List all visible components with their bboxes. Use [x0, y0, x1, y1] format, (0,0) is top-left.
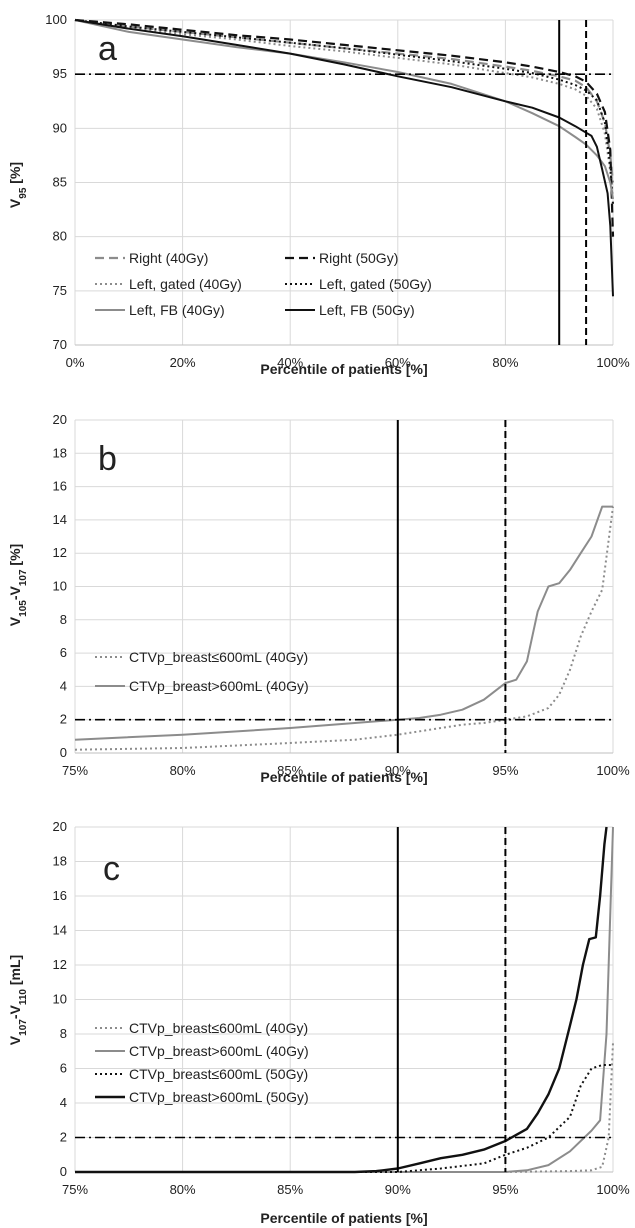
x-tick-label: 95%	[492, 1182, 518, 1197]
y-axis-label-part: -V	[7, 1005, 23, 1020]
legend-label: Left, gated (40Gy)	[129, 276, 242, 292]
x-tick-label: 80%	[170, 763, 196, 778]
y-tick-label: 4	[60, 1095, 67, 1110]
series-line-2	[74, 18, 615, 237]
legend-label: CTVp_breast>600mL (40Gy)	[129, 678, 309, 694]
x-tick-label: 100%	[596, 763, 630, 778]
x-tick-label: 90%	[385, 1182, 411, 1197]
series-line-1	[74, 18, 615, 183]
y-tick-label: 10	[53, 992, 67, 1007]
legend-label: Right (50Gy)	[319, 250, 398, 266]
y-tick-label: 18	[53, 445, 67, 460]
y-axis-label-part: [%]	[7, 544, 23, 570]
x-axis-label: Percentile of patients [%]	[260, 361, 427, 377]
series-line-5	[74, 19, 614, 199]
legend: Right (40Gy) Right (50Gy) Left, gated (40G…	[95, 250, 432, 318]
legend-label: CTVp_breast>600mL (50Gy)	[129, 1089, 309, 1105]
y-tick-label: 16	[53, 479, 67, 494]
chart-panel-a: 70 75 80 85 90 95 100 0% 20% 40% 60% 80% 100% a Right …	[7, 12, 630, 377]
y-tick-label: 4	[60, 678, 67, 693]
chart-panel-c: 0 2 4 6 8 10 12 14 16 18 20 75% 80% 85% 90% 95% 100% c CTV…	[7, 819, 630, 1226]
x-tick-label: 80%	[492, 355, 518, 370]
y-tick-label: 2	[60, 1130, 67, 1145]
y-axis-label: V107-V110 [mL]	[7, 955, 29, 1045]
y-tick-label: 6	[60, 1061, 67, 1076]
y-axis-label-part: 110	[18, 989, 29, 1006]
y-axis-label-part: 105	[18, 600, 29, 617]
series-line-4	[74, 19, 614, 205]
y-axis-label-part: V	[7, 198, 23, 208]
panel-label: a	[98, 30, 117, 68]
x-tick-label: 85%	[277, 1182, 303, 1197]
series-line-4	[75, 826, 608, 1174]
y-tick-label: 14	[53, 923, 67, 938]
legend-label: CTVp_breast≤600mL (50Gy)	[129, 1066, 308, 1082]
y-tick-label: 95	[53, 66, 67, 81]
y-tick-label: 8	[60, 1026, 67, 1041]
x-tick-label: 95%	[492, 763, 518, 778]
series-line-1	[74, 506, 614, 751]
x-tick-label: 75%	[62, 763, 88, 778]
y-tick-label: 80	[53, 229, 67, 244]
y-tick-label: 6	[60, 645, 67, 660]
y-tick-label: 75	[53, 283, 67, 298]
y-tick-label: 20	[53, 412, 67, 427]
legend-label: Right (40Gy)	[129, 250, 208, 266]
y-axis-label-part: [mL]	[7, 955, 23, 989]
y-axis-label-part: [%]	[7, 162, 23, 188]
y-axis-label: V95 [%]	[7, 162, 29, 208]
legend-label: CTVp_breast>600mL (40Gy)	[129, 1043, 309, 1059]
y-tick-label: 90	[53, 120, 67, 135]
y-axis-label-part: 95	[18, 187, 29, 199]
y-tick-label: 20	[53, 819, 67, 834]
y-tick-label: 70	[53, 337, 67, 352]
x-axis-label: Percentile of patients [%]	[260, 769, 427, 785]
y-tick-label: 12	[53, 957, 67, 972]
y-tick-label: 2	[60, 712, 67, 727]
chart-panel-b: 0 2 4 6 8 10 12 14 16 18 20 75% 80% 85% 90% 95% 100% b CTV…	[7, 412, 630, 785]
legend-label: Left, FB (40Gy)	[129, 302, 225, 318]
x-tick-label: 80%	[170, 1182, 196, 1197]
y-axis-label-part: 107	[18, 1019, 29, 1036]
x-tick-label: 90%	[385, 763, 411, 778]
legend-label: CTVp_breast≤600mL (40Gy)	[129, 1020, 308, 1036]
x-axis-label: Percentile of patients [%]	[260, 1210, 427, 1226]
legend: CTVp_breast≤600mL (40Gy) CTVp_breast>600m…	[95, 649, 309, 694]
y-tick-label: 0	[60, 1164, 67, 1179]
x-tick-label: 100%	[596, 1182, 630, 1197]
series-line-1	[75, 1042, 614, 1173]
panel-label: b	[98, 440, 117, 478]
x-tick-label: 75%	[62, 1182, 88, 1197]
y-tick-label: 14	[53, 512, 67, 527]
x-tick-label: 60%	[385, 355, 411, 370]
y-axis-label-part: 107	[18, 569, 29, 586]
y-tick-label: 100	[45, 12, 67, 27]
legend-label: Left, FB (50Gy)	[319, 302, 415, 318]
legend: CTVp_breast≤600mL (40Gy) CTVp_breast>600m…	[95, 1020, 309, 1105]
series-line-2	[75, 826, 614, 1173]
panel-label: c	[103, 850, 120, 888]
legend-label: CTVp_breast≤600mL (40Gy)	[129, 649, 308, 665]
y-tick-label: 16	[53, 888, 67, 903]
y-tick-label: 12	[53, 545, 67, 560]
legend-label: Left, gated (50Gy)	[319, 276, 432, 292]
x-tick-label: 20%	[170, 355, 196, 370]
series-line-2	[74, 505, 613, 741]
y-axis-label: V105-V107 [%]	[7, 544, 29, 626]
y-tick-label: 18	[53, 854, 67, 869]
y-axis-label-part: V	[7, 1035, 23, 1045]
y-tick-label: 10	[53, 579, 67, 594]
series-line-6	[74, 19, 614, 297]
y-axis-label-part: -V	[7, 586, 23, 601]
y-axis-label-part: V	[7, 616, 23, 626]
x-tick-label: 85%	[277, 763, 303, 778]
x-tick-label: 0%	[66, 355, 85, 370]
y-tick-label: 0	[60, 745, 67, 760]
y-tick-label: 8	[60, 612, 67, 627]
x-tick-label: 100%	[596, 355, 630, 370]
x-tick-label: 40%	[277, 355, 303, 370]
y-tick-label: 85	[53, 175, 67, 190]
